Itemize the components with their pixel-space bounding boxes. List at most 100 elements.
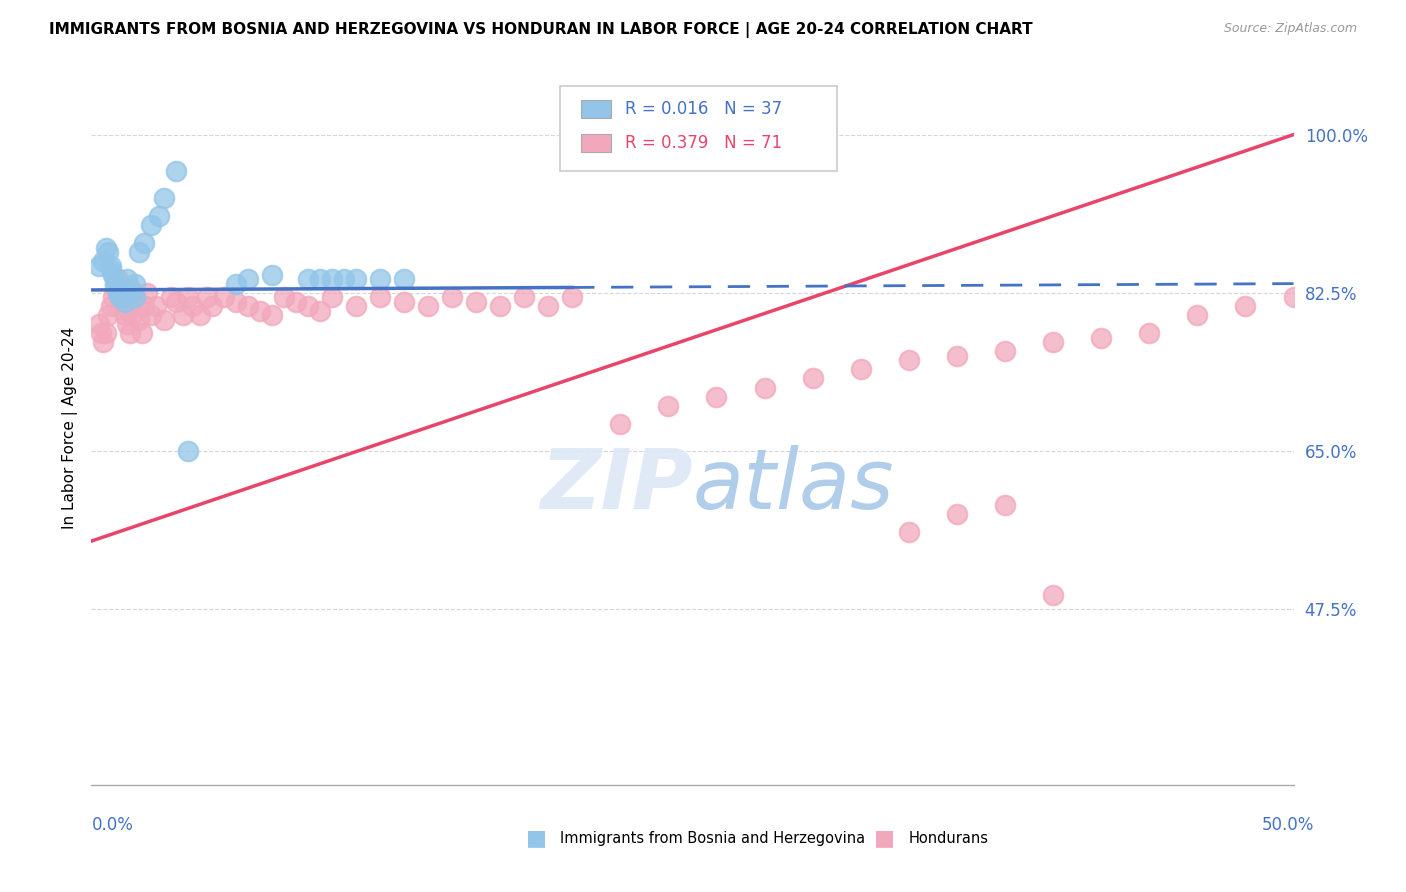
Point	[176, 290, 198, 304]
FancyBboxPatch shape	[581, 134, 610, 152]
Point	[1042, 335, 1064, 350]
Point	[118, 281, 141, 295]
Point	[236, 299, 259, 313]
Point	[201, 299, 224, 313]
Point	[1042, 588, 1064, 602]
Point	[260, 268, 283, 282]
Point	[225, 294, 247, 309]
Point	[110, 290, 132, 304]
Point	[87, 318, 110, 332]
Point	[465, 294, 488, 309]
Point	[93, 335, 115, 350]
Point	[87, 259, 110, 273]
Point	[90, 326, 112, 341]
Point	[124, 290, 146, 304]
Point	[134, 235, 156, 250]
Point	[121, 308, 143, 322]
Point	[176, 443, 198, 458]
Point	[152, 191, 174, 205]
Point	[165, 294, 187, 309]
Point	[333, 272, 356, 286]
Point	[111, 290, 134, 304]
Point	[368, 272, 391, 286]
Point	[321, 272, 343, 286]
Text: 0.0%: 0.0%	[91, 816, 134, 834]
Point	[321, 290, 343, 304]
Text: atlas: atlas	[692, 445, 894, 525]
Point	[100, 259, 122, 273]
Point	[128, 312, 150, 326]
Point	[946, 507, 969, 521]
Point	[124, 290, 146, 304]
Point	[706, 390, 728, 404]
Point	[609, 417, 631, 431]
Point	[416, 299, 439, 313]
Point	[344, 272, 367, 286]
Point	[801, 371, 824, 385]
Point	[97, 245, 120, 260]
Point	[1090, 331, 1112, 345]
Point	[537, 299, 560, 313]
Point	[195, 290, 218, 304]
Point	[994, 498, 1017, 512]
Text: ■: ■	[875, 829, 896, 848]
Point	[110, 290, 132, 304]
Text: IMMIGRANTS FROM BOSNIA AND HERZEGOVINA VS HONDURAN IN LABOR FORCE | AGE 20-24 CO: IMMIGRANTS FROM BOSNIA AND HERZEGOVINA V…	[49, 22, 1033, 38]
Point	[368, 290, 391, 304]
Point	[1187, 308, 1209, 322]
Text: R = 0.379   N = 71: R = 0.379 N = 71	[626, 134, 782, 152]
Point	[392, 294, 415, 309]
Point	[101, 290, 124, 304]
Text: R = 0.016   N = 37: R = 0.016 N = 37	[626, 100, 782, 118]
Point	[125, 299, 148, 313]
Point	[212, 290, 235, 304]
FancyBboxPatch shape	[581, 100, 610, 118]
Point	[128, 245, 150, 260]
Point	[994, 344, 1017, 359]
Point	[513, 290, 536, 304]
Point	[897, 353, 920, 368]
Point	[117, 272, 139, 286]
Point	[100, 299, 122, 313]
Point	[297, 299, 319, 313]
Point	[117, 318, 139, 332]
Point	[159, 290, 181, 304]
Point	[440, 290, 463, 304]
Text: 50.0%: 50.0%	[1263, 816, 1315, 834]
Point	[165, 163, 187, 178]
Point	[561, 290, 583, 304]
Point	[148, 209, 170, 223]
Point	[100, 263, 122, 277]
Y-axis label: In Labor Force | Age 20-24: In Labor Force | Age 20-24	[62, 327, 77, 529]
Point	[141, 218, 163, 232]
Point	[107, 272, 129, 286]
Point	[188, 308, 211, 322]
Point	[308, 303, 330, 318]
Point	[392, 272, 415, 286]
Point	[94, 240, 117, 254]
Text: Source: ZipAtlas.com: Source: ZipAtlas.com	[1223, 22, 1357, 36]
Point	[657, 399, 679, 413]
Point	[489, 299, 512, 313]
Point	[107, 285, 129, 300]
Point	[1282, 290, 1305, 304]
Point	[225, 277, 247, 291]
Point	[104, 281, 127, 295]
Point	[260, 308, 283, 322]
Point	[121, 285, 143, 300]
Text: Immigrants from Bosnia and Herzegovina: Immigrants from Bosnia and Herzegovina	[560, 831, 865, 846]
Point	[897, 524, 920, 539]
Point	[308, 272, 330, 286]
Point	[141, 308, 163, 322]
Point	[110, 281, 132, 295]
Point	[1234, 299, 1257, 313]
Point	[124, 277, 146, 291]
Point	[93, 254, 115, 268]
Point	[135, 285, 157, 300]
Point	[152, 312, 174, 326]
Point	[946, 349, 969, 363]
Point	[114, 308, 136, 322]
Point	[249, 303, 271, 318]
Point	[94, 326, 117, 341]
Point	[134, 299, 156, 313]
